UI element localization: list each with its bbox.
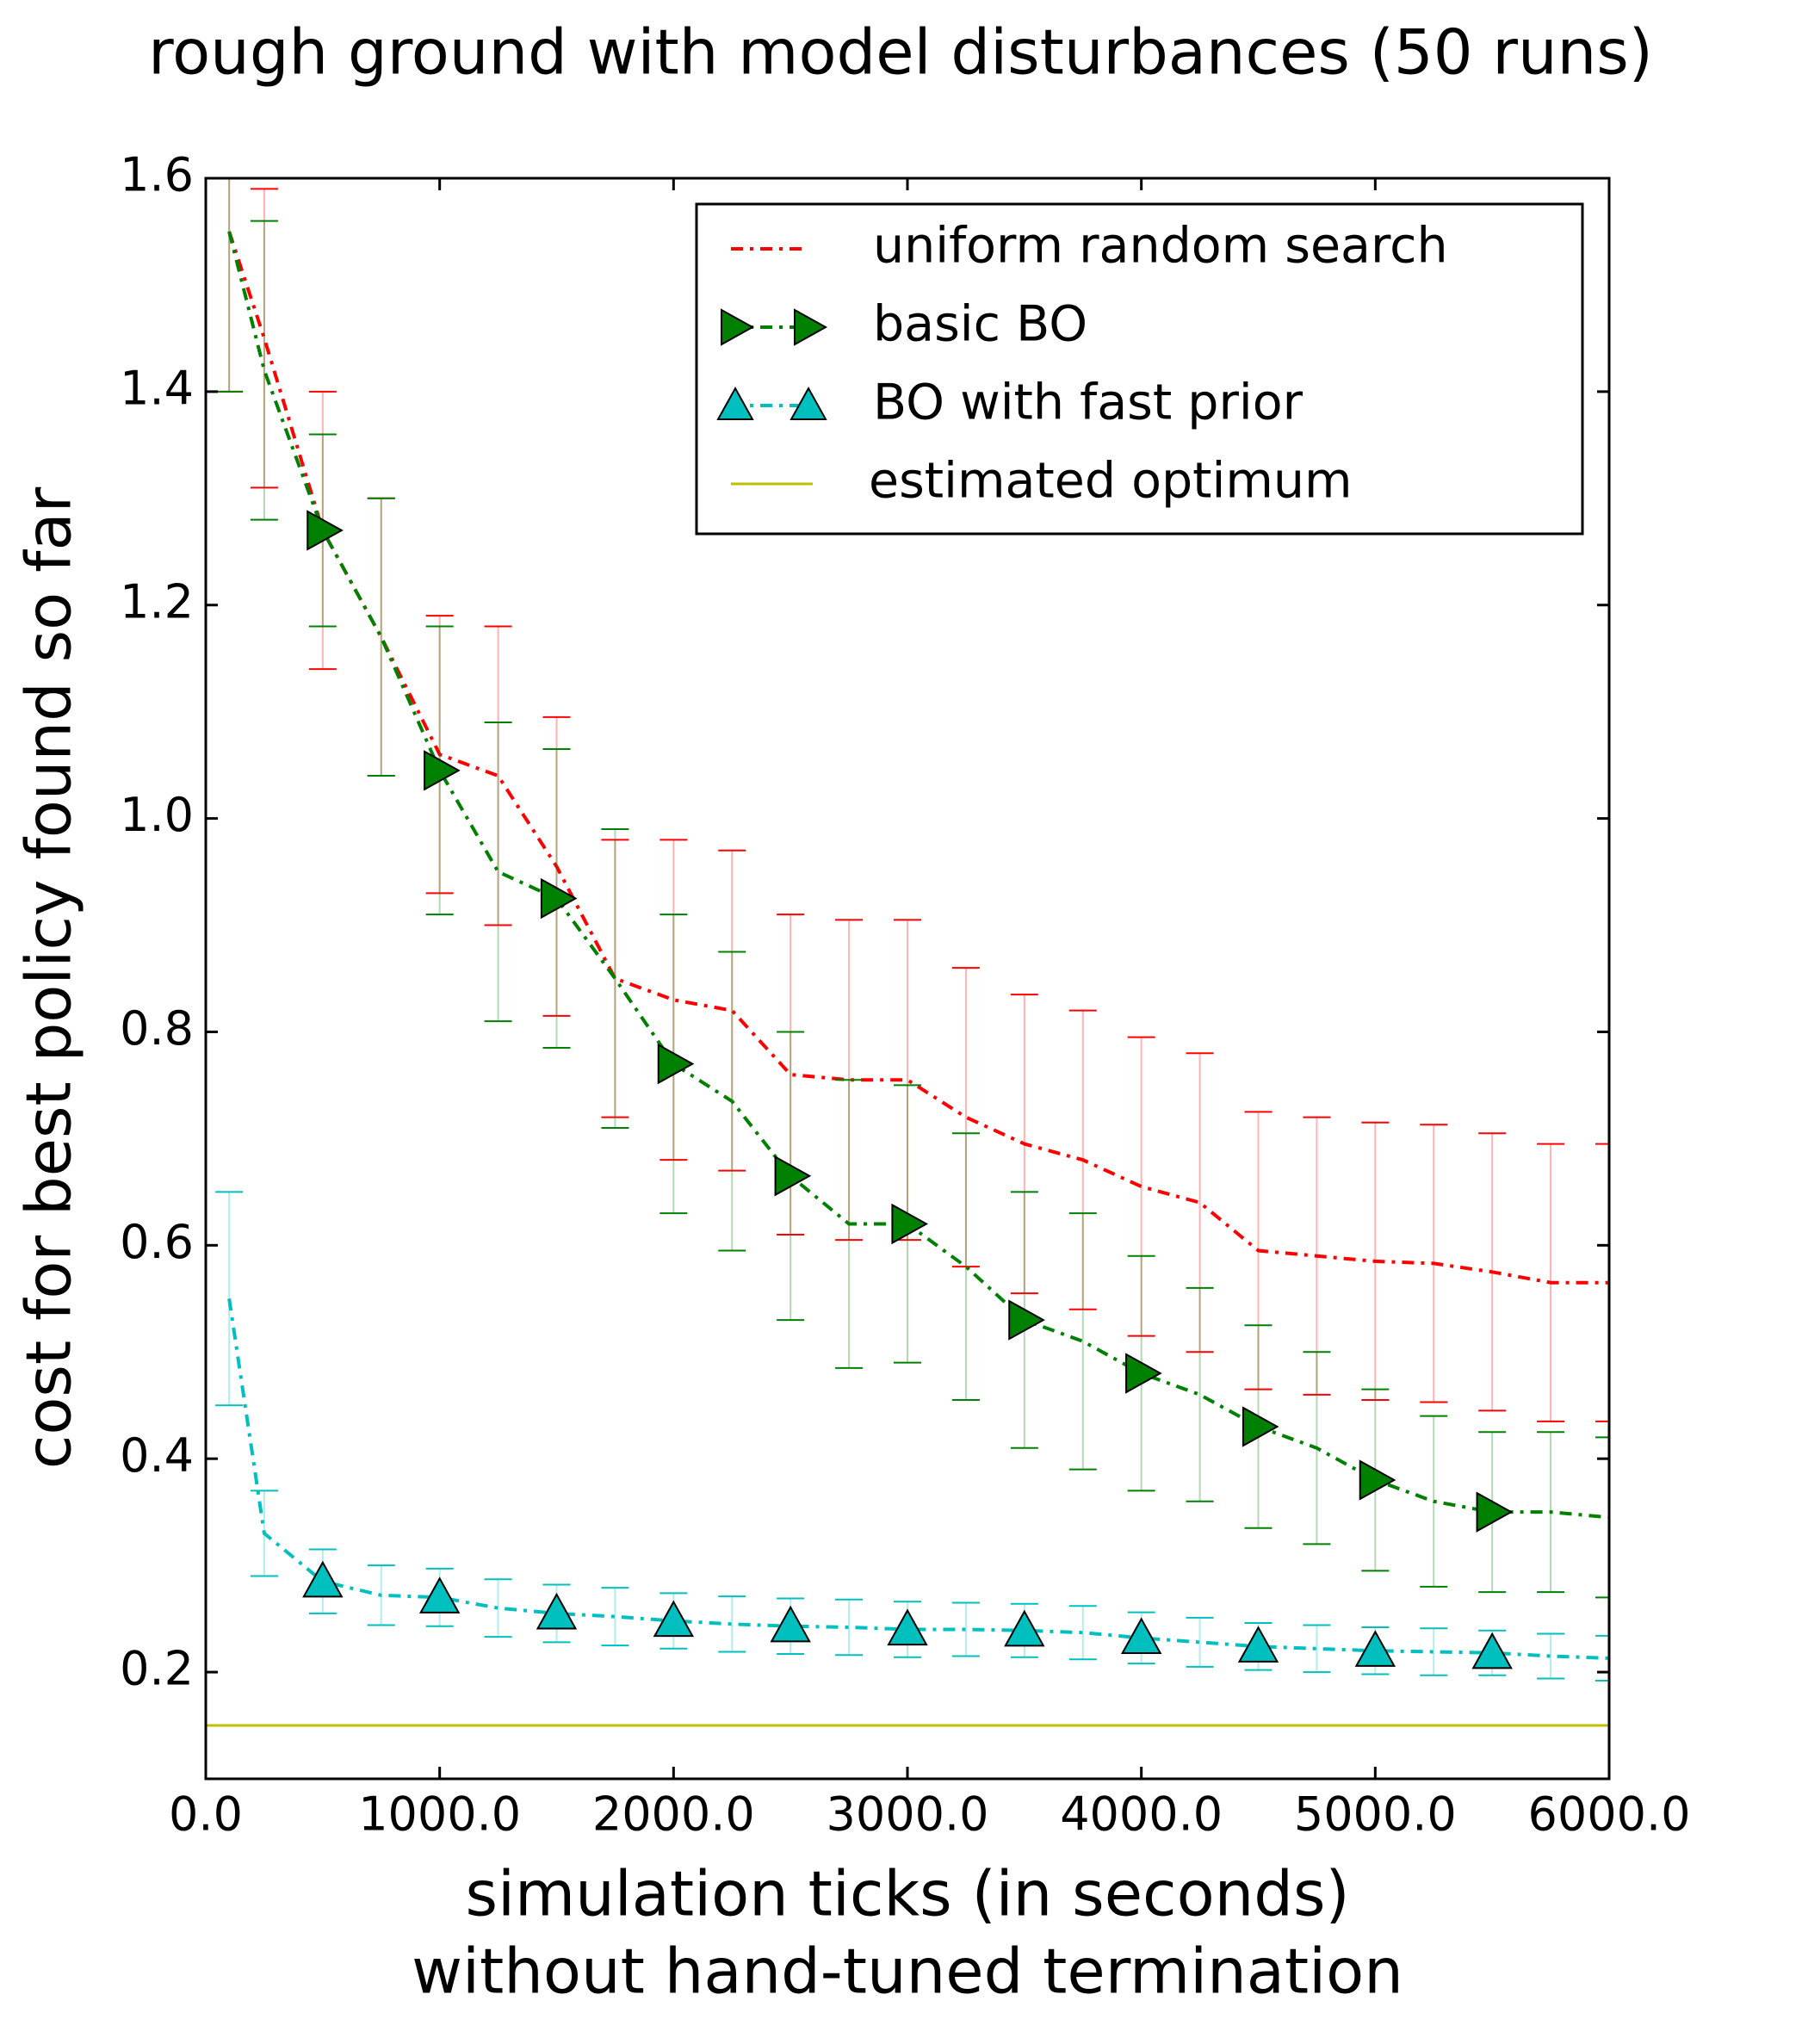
marker [794,308,828,346]
x-tick-label: 1000.0 [358,1787,521,1842]
x-tick-label: 2000.0 [592,1787,755,1842]
y-tick-label: 0.8 [120,1001,194,1056]
marker [721,308,755,346]
marker [1476,1491,1514,1533]
y-tick-label: 0.4 [120,1428,194,1483]
marker [887,1608,928,1646]
y-tick-label: 1.0 [120,788,194,842]
marker [1359,1459,1396,1501]
marker [790,386,827,420]
x-tick-label: 6000.0 [1528,1787,1691,1842]
x-axis-label: without hand-tuned termination [412,1936,1403,2008]
marker [657,1043,695,1085]
y-tick-label: 1.6 [120,148,194,202]
series-line [227,231,1609,1285]
x-tick-label: 3000.0 [827,1787,989,1842]
x-axis-label: simulation ticks (in seconds) [465,1858,1349,1930]
marker [653,1600,695,1638]
marker [1004,1609,1045,1647]
x-tick-label: 5000.0 [1294,1787,1457,1842]
marker [418,1576,461,1614]
y-axis-label: cost for best policy found so far [13,486,85,1469]
marker [1354,1630,1396,1667]
legend-label: uniform random search [873,218,1448,275]
marker [302,1560,344,1598]
marker [1471,1632,1513,1669]
legend-box [695,202,1584,536]
marker [1125,1353,1162,1394]
x-tick-label: 0.0 [169,1787,243,1842]
marker [770,1605,811,1643]
y-tick-label: 1.2 [120,574,194,629]
chart-title: rough ground with model disturbances (50… [148,16,1653,89]
marker [540,877,578,920]
marker [1120,1617,1162,1655]
marker [891,1203,929,1245]
y-tick-label: 0.6 [120,1215,194,1269]
marker [716,386,754,420]
marker [424,750,461,791]
y-tick-label: 0.2 [120,1642,194,1696]
legend-label: estimated optimum [869,453,1353,510]
y-tick-label: 1.4 [120,362,194,416]
legend-label: basic BO [873,296,1087,353]
x-tick-label: 4000.0 [1060,1787,1223,1842]
marker [1242,1406,1279,1447]
marker [307,510,344,551]
marker [536,1592,578,1630]
marker [1008,1299,1045,1341]
legend-label: BO with fast prior [873,375,1304,431]
marker [774,1155,812,1197]
marker [1237,1626,1279,1663]
